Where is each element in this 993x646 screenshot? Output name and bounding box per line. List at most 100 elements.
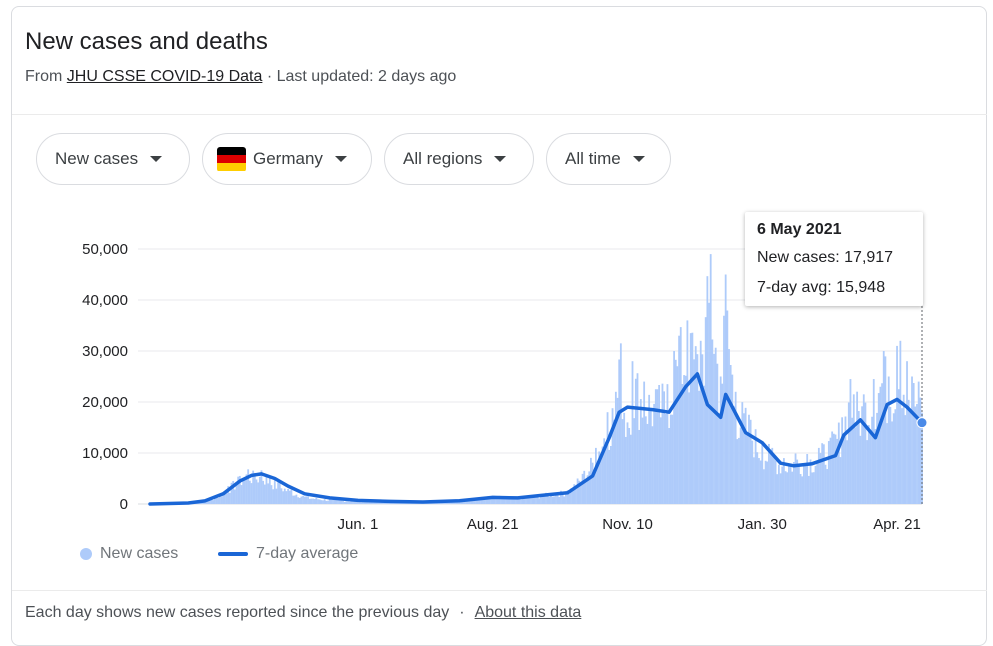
- country-dropdown[interactable]: Germany: [202, 133, 372, 185]
- bar-new-cases: [516, 496, 519, 504]
- legend-item-new-cases[interactable]: New cases: [80, 545, 178, 563]
- bar-new-cases: [292, 495, 294, 504]
- bar-new-cases: [814, 465, 817, 504]
- bar-new-cases: [273, 479, 276, 504]
- bar-new-cases: [606, 412, 609, 504]
- time-dropdown[interactable]: All time: [546, 133, 671, 185]
- bar-new-cases: [841, 417, 844, 504]
- bar-new-cases: [267, 483, 270, 504]
- y-tick-label: 0: [120, 496, 128, 513]
- chart-card: [11, 6, 987, 646]
- y-tick-label: 10,000: [82, 445, 128, 462]
- bar-new-cases: [313, 498, 316, 504]
- bar-new-cases: [693, 359, 695, 504]
- bar-new-cases: [312, 498, 314, 504]
- bar-new-cases: [658, 385, 661, 504]
- bar-new-cases: [824, 464, 827, 504]
- bar-new-cases: [763, 469, 765, 504]
- bar-new-cases: [581, 473, 584, 504]
- bar-new-cases: [575, 487, 577, 504]
- bar-new-cases: [240, 485, 243, 504]
- bar-new-cases: [726, 310, 729, 504]
- bar-new-cases: [481, 498, 484, 504]
- bar-new-cases: [794, 453, 797, 504]
- bar-new-cases: [521, 495, 524, 504]
- footer-divider: [12, 590, 987, 591]
- bar-new-cases: [363, 501, 366, 504]
- bar-new-cases: [513, 497, 516, 504]
- x-tick-label: Nov. 10: [602, 516, 653, 533]
- bar-new-cases: [337, 499, 339, 504]
- region-label: All regions: [403, 149, 483, 168]
- bar-new-cases: [353, 501, 356, 504]
- bar-new-cases: [235, 484, 238, 504]
- bar-new-cases: [786, 472, 789, 504]
- legend-item-average[interactable]: 7-day average: [218, 545, 358, 563]
- bar-new-cases: [300, 496, 303, 504]
- bar-new-cases: [766, 461, 769, 504]
- bar-new-cases: [305, 496, 308, 504]
- bar-new-cases: [679, 327, 682, 504]
- bar-new-cases: [799, 474, 802, 504]
- bar-new-cases: [520, 499, 522, 504]
- bar-new-cases: [698, 390, 700, 504]
- bar-new-cases: [623, 412, 626, 504]
- bar-new-cases: [362, 501, 364, 504]
- bar-new-cases: [846, 440, 849, 504]
- chevron-down-icon: [494, 156, 507, 162]
- x-tick-label: Aug. 21: [467, 516, 519, 533]
- bar-new-cases: [272, 489, 275, 504]
- bar-new-cases: [288, 490, 291, 504]
- bar-new-cases: [912, 383, 915, 504]
- bar-new-cases: [250, 483, 253, 504]
- bar-new-cases: [822, 444, 825, 504]
- bar-new-cases: [280, 488, 283, 504]
- bar-new-cases: [335, 499, 338, 504]
- bar-new-cases: [683, 375, 685, 504]
- bar-new-cases: [629, 434, 632, 504]
- source-link[interactable]: JHU CSSE COVID-19 Data: [66, 68, 263, 85]
- bar-new-cases: [320, 500, 323, 504]
- bar-new-cases: [906, 361, 908, 504]
- bar-new-cases: [834, 434, 837, 504]
- bar-new-cases: [701, 354, 704, 504]
- bar-new-cases: [342, 500, 344, 504]
- bar-new-cases: [769, 449, 772, 504]
- bar-new-cases: [594, 447, 597, 504]
- bar-new-cases: [518, 498, 521, 504]
- bar-new-cases: [510, 497, 512, 504]
- about-data-link[interactable]: About this data: [474, 604, 582, 621]
- bar-new-cases: [508, 496, 511, 504]
- bar-new-cases: [545, 492, 547, 504]
- bar-new-cases: [265, 476, 268, 504]
- chevron-down-icon: [334, 156, 347, 162]
- bar-new-cases: [836, 438, 839, 504]
- bar-new-cases: [634, 378, 637, 504]
- bar-new-cases: [282, 491, 285, 504]
- bar-new-cases: [498, 495, 501, 504]
- bar-new-cases: [706, 276, 709, 504]
- bar-new-cases: [867, 425, 870, 504]
- bar-new-cases: [345, 501, 348, 504]
- bar-new-cases: [663, 391, 666, 504]
- metric-dropdown[interactable]: New cases: [36, 133, 190, 185]
- bar-new-cases: [704, 317, 707, 504]
- region-dropdown[interactable]: All regions: [384, 133, 534, 185]
- bar-new-cases: [328, 499, 331, 504]
- bar-new-cases: [649, 410, 652, 504]
- bar-new-cases: [307, 496, 309, 504]
- bar-new-cases: [792, 461, 795, 504]
- bar-new-cases: [892, 413, 895, 504]
- bar-new-cases: [644, 416, 647, 504]
- bar-new-cases: [869, 430, 872, 504]
- bar-new-cases: [297, 497, 299, 504]
- bar-new-cases: [573, 484, 576, 504]
- country-label: Germany: [253, 149, 323, 168]
- bar-new-cases: [719, 376, 722, 504]
- bar-new-cases: [210, 498, 213, 504]
- bar-new-cases: [332, 499, 334, 504]
- bar-new-cases: [872, 379, 875, 504]
- bar-new-cases: [528, 496, 531, 504]
- y-tick-label: 30,000: [82, 343, 128, 360]
